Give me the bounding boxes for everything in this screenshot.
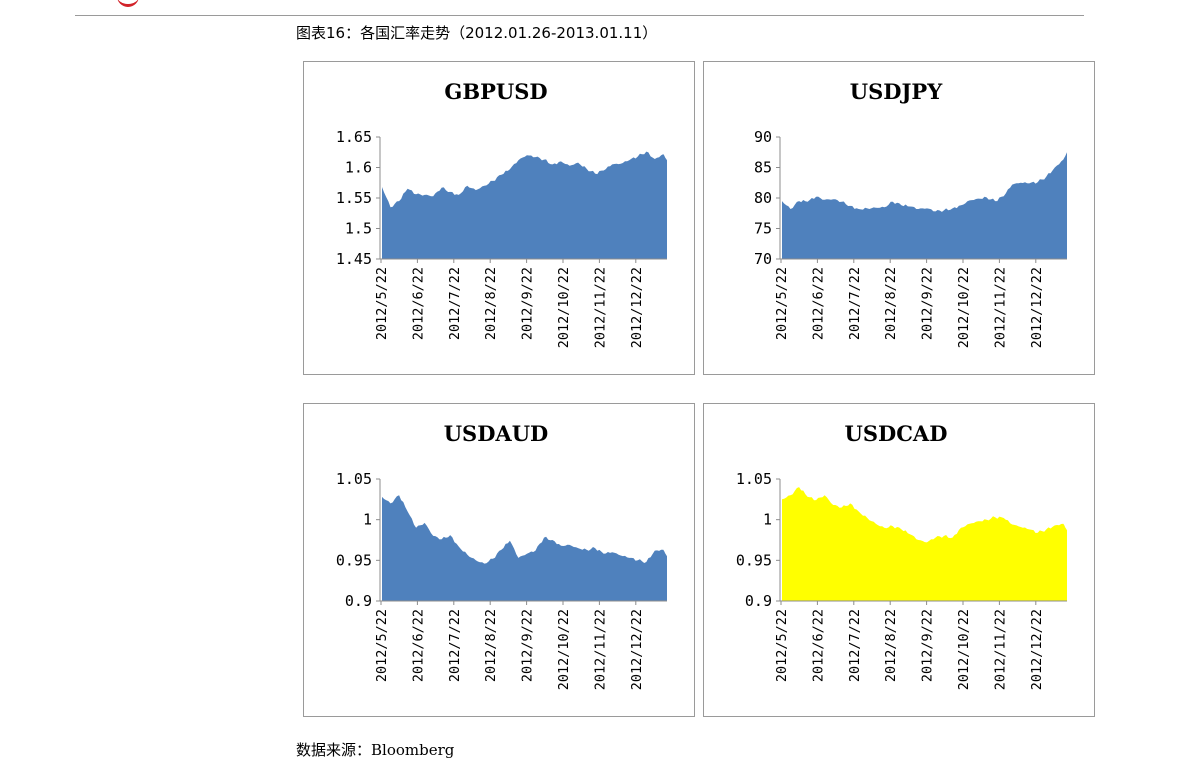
x-tick-label: 2012/12/22: [1029, 609, 1045, 690]
x-tick-label: 2012/5/22: [774, 609, 790, 682]
brand-logo-mark: [117, 0, 139, 7]
x-tick-label: 2012/9/22: [520, 609, 536, 682]
x-tick-label: 2012/11/22: [592, 609, 608, 690]
x-tick-label: 2012/11/22: [592, 267, 608, 348]
chart-title: GBPUSD: [444, 79, 547, 104]
x-tick-label: 2012/6/22: [810, 267, 826, 340]
figure-title: 图表16：各国汇率走势（2012.01.26-2013.01.11）: [296, 24, 658, 42]
chart-title: USDJPY: [850, 79, 943, 104]
x-tick-label: 2012/7/22: [447, 267, 463, 340]
x-tick-label: 2012/10/22: [556, 609, 572, 690]
x-tick-label: 2012/6/22: [810, 609, 826, 682]
y-tick-label: 1.45: [336, 250, 372, 268]
x-tick-label: 2012/10/22: [956, 609, 972, 690]
x-tick-label: 2012/5/22: [774, 267, 790, 340]
chart-panel-usdaud: USDAUD 1.05 1 0.95 0.9 2012/5/22 2012/6/22 2012…: [303, 403, 695, 717]
y-tick-label: 75: [754, 220, 772, 238]
x-tick-label: 2012/7/22: [847, 609, 863, 682]
source-label: 数据来源: [296, 741, 357, 759]
x-tick-label: 2012/9/22: [520, 267, 536, 340]
y-tick-label: 0.95: [736, 551, 772, 569]
y-tick-label: 1: [363, 511, 372, 529]
y-tick-label: 1.05: [336, 470, 372, 488]
chart-title: USDCAD: [845, 421, 948, 446]
y-tick-label: 70: [754, 250, 772, 268]
x-tick-label: 2012/12/22: [629, 609, 645, 690]
y-tick-label: 0.9: [745, 592, 772, 610]
series-area: [382, 495, 667, 601]
x-tick-label: 2012/8/22: [483, 609, 499, 682]
x-tick-label: 2012/8/22: [483, 267, 499, 340]
x-tick-label: 2012/11/22: [992, 267, 1008, 348]
chart-panel-usdjpy: USDJPY 90 85 80 75 70 2012/5/22 2012/6/22 2012/7…: [703, 61, 1095, 375]
x-tick-label: 2012/12/22: [1029, 267, 1045, 348]
y-tick-label: 1.6: [345, 159, 372, 177]
x-tick-label: 2012/6/22: [410, 267, 426, 340]
y-tick-label: 1.5: [345, 220, 372, 238]
x-tick-label: 2012/7/22: [847, 267, 863, 340]
series-area: [782, 152, 1067, 259]
x-tick-label: 2012/10/22: [556, 267, 572, 348]
source-value: Bloomberg: [371, 741, 455, 759]
x-tick-label: 2012/5/22: [374, 609, 390, 682]
x-tick-label: 2012/6/22: [410, 609, 426, 682]
x-tick-label: 2012/5/22: [374, 267, 390, 340]
source-separator: ：: [356, 741, 372, 759]
chart-panel-usdcad: USDCAD 1.05 1 0.95 0.9 2012/5/22 2012/6/22 2012…: [703, 403, 1095, 717]
y-tick-label: 90: [754, 128, 772, 146]
series-area: [782, 487, 1067, 601]
y-tick-label: 1.05: [736, 470, 772, 488]
y-tick-label: 1.55: [336, 189, 372, 207]
x-tick-label: 2012/10/22: [956, 267, 972, 348]
header-rule: [75, 15, 1084, 16]
x-tick-label: 2012/9/22: [920, 267, 936, 340]
x-tick-label: 2012/8/22: [883, 267, 899, 340]
x-tick-label: 2012/7/22: [447, 609, 463, 682]
chart-title: USDAUD: [444, 421, 549, 446]
y-tick-label: 0.9: [345, 592, 372, 610]
x-tick-label: 2012/9/22: [920, 609, 936, 682]
series-area: [382, 151, 667, 259]
y-tick-label: 1.65: [336, 128, 372, 146]
chart-panel-gbpusd: GBPUSD 1.65 1.6 1.55 1.5 1.45 2012/5/22 2012/6/…: [303, 61, 695, 375]
y-tick-label: 85: [754, 159, 772, 177]
y-tick-label: 0.95: [336, 551, 372, 569]
source-note: 数据来源：Bloomberg: [296, 739, 454, 760]
x-tick-label: 2012/8/22: [883, 609, 899, 682]
y-tick-label: 80: [754, 189, 772, 207]
x-tick-label: 2012/11/22: [992, 609, 1008, 690]
y-tick-label: 1: [763, 511, 772, 529]
x-tick-label: 2012/12/22: [629, 267, 645, 348]
